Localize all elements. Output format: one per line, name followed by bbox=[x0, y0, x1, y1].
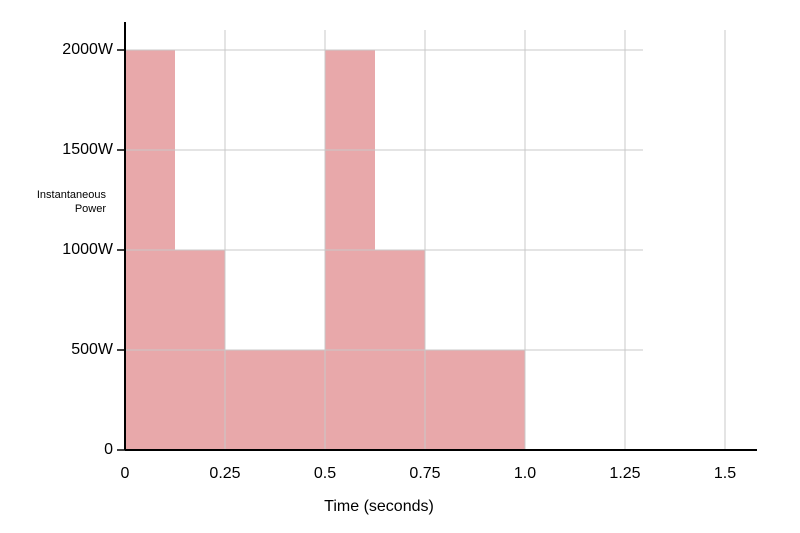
x-axis-label: Time (seconds) bbox=[324, 498, 434, 515]
y-axis-label: Instantaneous Power bbox=[36, 189, 106, 215]
x-tick-label: 1.25 bbox=[609, 465, 640, 482]
y-tick-label: 0 bbox=[104, 441, 113, 458]
y-tick-label: 500W bbox=[71, 341, 114, 358]
x-tick-label: 0 bbox=[121, 465, 130, 482]
bar bbox=[425, 350, 525, 450]
y-tick-label: 1000W bbox=[62, 241, 114, 258]
x-tick-label: 1.5 bbox=[714, 465, 736, 482]
y-tick-label: 1500W bbox=[62, 141, 114, 158]
x-tick-label: 0.5 bbox=[314, 465, 336, 482]
x-tick-label: 0.25 bbox=[209, 465, 240, 482]
x-tick-label: 1.0 bbox=[514, 465, 536, 482]
bar bbox=[225, 350, 325, 450]
x-tick-label: 0.75 bbox=[409, 465, 440, 482]
y-tick-label: 2000W bbox=[62, 41, 114, 58]
